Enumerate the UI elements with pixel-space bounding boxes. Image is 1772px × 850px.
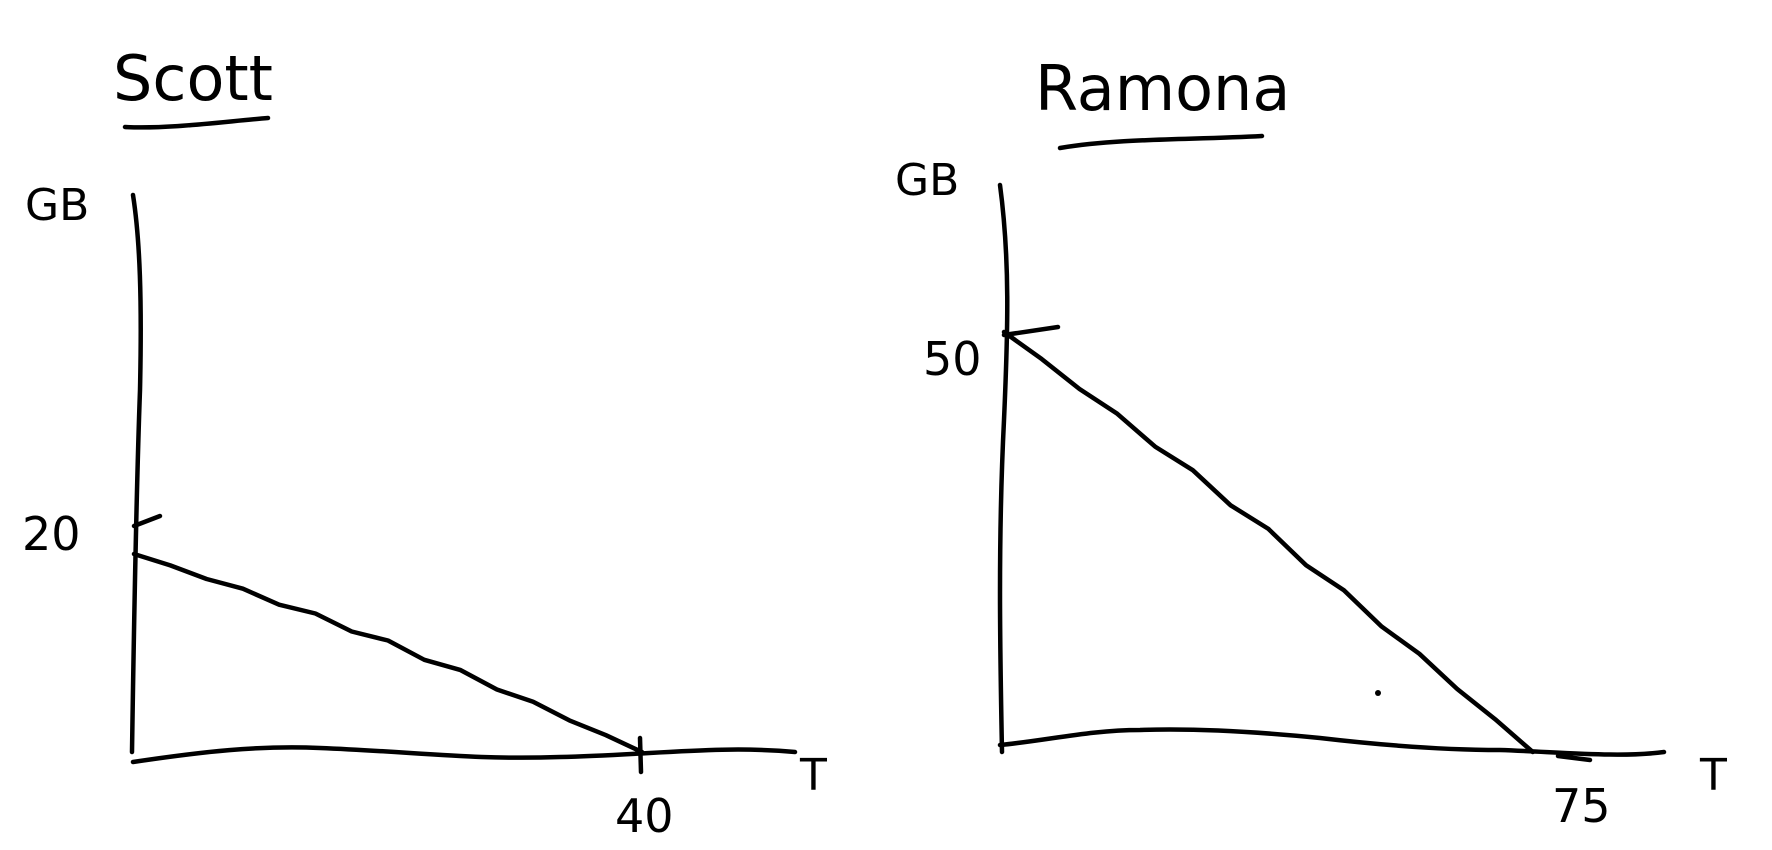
y-tick-mark-ramona bbox=[1004, 327, 1058, 335]
x-axis-scott bbox=[133, 747, 795, 762]
x-tick-mark-ramona bbox=[1558, 756, 1590, 760]
series-line-ramona bbox=[1004, 332, 1533, 752]
stray-dot bbox=[1375, 690, 1381, 696]
y-axis-scott bbox=[132, 195, 141, 752]
chart-title-ramona: Ramona bbox=[1035, 52, 1290, 125]
y-axis-label-scott: GB bbox=[25, 180, 89, 231]
y-axis-ramona bbox=[1000, 185, 1007, 752]
x-axis-ramona bbox=[1000, 729, 1664, 754]
chart-title-scott: Scott bbox=[113, 42, 273, 115]
x-tick-mark-scott bbox=[640, 738, 641, 772]
x-tick-label-scott: 40 bbox=[615, 789, 674, 843]
x-axis-label-ramona: T bbox=[1699, 750, 1727, 801]
x-tick-label-ramona: 75 bbox=[1552, 779, 1611, 833]
title-underline-ramona bbox=[1060, 136, 1262, 148]
x-axis-label-scott: T bbox=[799, 750, 827, 801]
series-line-scott bbox=[134, 554, 642, 752]
y-axis-label-ramona: GB bbox=[895, 155, 959, 206]
y-tick-label-scott: 20 bbox=[22, 507, 81, 561]
chart-scott: Scott GB T 20 40 bbox=[22, 42, 827, 843]
title-underline-scott bbox=[125, 118, 268, 127]
chart-ramona: Ramona GB T 50 75 bbox=[895, 52, 1727, 833]
y-tick-label-ramona: 50 bbox=[923, 332, 982, 386]
